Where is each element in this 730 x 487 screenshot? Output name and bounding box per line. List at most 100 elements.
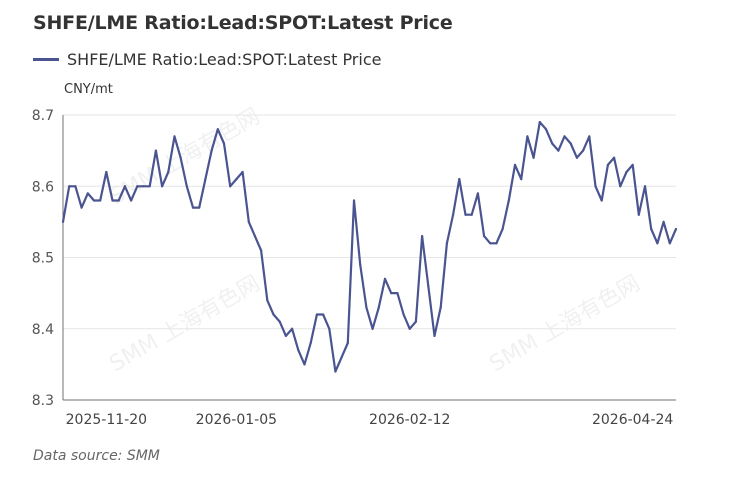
data-point (631, 163, 634, 166)
data-point (588, 135, 591, 138)
x-tick-label: 2026-01-05 (196, 412, 277, 428)
data-point (414, 320, 418, 323)
data-point (247, 220, 250, 223)
data-point (297, 349, 300, 352)
data-point (668, 242, 671, 245)
watermark: SMM 上海有色网 (486, 271, 645, 377)
data-point (383, 277, 387, 280)
data-point (408, 327, 411, 330)
data-point (575, 156, 579, 159)
data-point (272, 313, 275, 316)
data-point (278, 320, 281, 323)
grid-lines (63, 114, 676, 330)
data-point (260, 249, 263, 252)
data-point (662, 220, 665, 223)
y-tick-label: 8.5 (32, 251, 54, 267)
data-point (352, 199, 356, 202)
data-point (328, 327, 331, 330)
chart-title: SHFE/LME Ratio:Lead:SPOT:Latest Price (33, 12, 453, 34)
y-tick-label: 8.7 (32, 108, 54, 124)
data-point (520, 178, 523, 181)
x-tick-label: 2026-02-12 (369, 412, 450, 428)
data-point (538, 121, 541, 124)
data-point (476, 192, 479, 195)
data-point (321, 313, 325, 316)
series-line[interactable] (61, 121, 678, 373)
data-point (61, 220, 65, 223)
data-point (86, 192, 89, 195)
data-point (421, 235, 424, 238)
y-tick-label: 8.3 (32, 393, 54, 409)
data-point (266, 299, 269, 302)
data-point (185, 185, 188, 188)
data-point (303, 363, 306, 366)
x-tick-label: 2026-04-24 (592, 412, 673, 428)
data-point (198, 206, 201, 209)
data-point (74, 185, 77, 188)
data-point (582, 149, 585, 152)
data-point (123, 185, 127, 188)
y-axis-ticks: 8.3 8.4 8.5 8.6 8.7 (32, 108, 54, 409)
data-point (334, 370, 337, 373)
data-point (241, 170, 244, 174)
data-point (80, 206, 83, 209)
legend-label: SHFE/LME Ratio:Lead:SPOT:Latest Price (67, 50, 382, 69)
data-point (445, 242, 448, 245)
data-point (173, 135, 176, 138)
data-point (377, 306, 380, 309)
data-point (210, 149, 213, 152)
data-point (600, 199, 603, 202)
data-point (427, 284, 430, 288)
data-point (191, 206, 195, 209)
data-point (365, 306, 368, 309)
data-point (346, 341, 349, 345)
data-point (235, 178, 238, 181)
data-points (61, 121, 678, 373)
data-point (489, 242, 492, 245)
data-point (315, 313, 318, 316)
data-point (253, 235, 257, 238)
data-point (179, 156, 182, 159)
data-point (359, 263, 362, 266)
data-point (340, 356, 343, 359)
data-point (594, 185, 597, 188)
data-point (439, 306, 442, 309)
data-point (513, 163, 517, 166)
data-point (130, 199, 133, 202)
data-point (674, 227, 678, 231)
data-point (284, 334, 288, 337)
y-tick-label: 8.4 (32, 322, 54, 338)
x-axis-ticks: 2025-11-20 2026-01-05 2026-02-12 2026-04-24 (66, 412, 674, 428)
data-point (650, 227, 653, 231)
data-point (167, 170, 170, 174)
data-point (625, 170, 628, 174)
data-source: Data source: SMM (33, 448, 160, 464)
data-point (136, 185, 139, 188)
watermark: SMM 上海有色网 (106, 271, 265, 377)
data-point (532, 156, 535, 159)
legend[interactable]: SHFE/LME Ratio:Lead:SPOT:Latest Price (33, 50, 381, 69)
data-point (569, 142, 572, 145)
data-point (643, 185, 647, 188)
data-point (606, 163, 609, 166)
data-point (142, 185, 145, 188)
y-tick-label: 8.6 (32, 179, 54, 195)
data-point (160, 185, 164, 188)
data-point (154, 149, 157, 152)
data-point (204, 178, 207, 181)
legend-line-icon (33, 58, 59, 61)
data-point (396, 292, 399, 295)
data-point (464, 213, 467, 216)
data-point (105, 170, 108, 174)
data-point (433, 334, 436, 337)
watermarks: SMM 上海有色网 SMM 上海有色网 SMM 上海有色网 (106, 104, 645, 377)
data-point (216, 128, 219, 131)
data-point (222, 142, 226, 145)
data-point (501, 227, 504, 231)
data-point (563, 135, 566, 138)
data-point (482, 235, 486, 238)
data-point (229, 185, 232, 188)
data-point (117, 199, 120, 202)
data-point (557, 149, 560, 152)
